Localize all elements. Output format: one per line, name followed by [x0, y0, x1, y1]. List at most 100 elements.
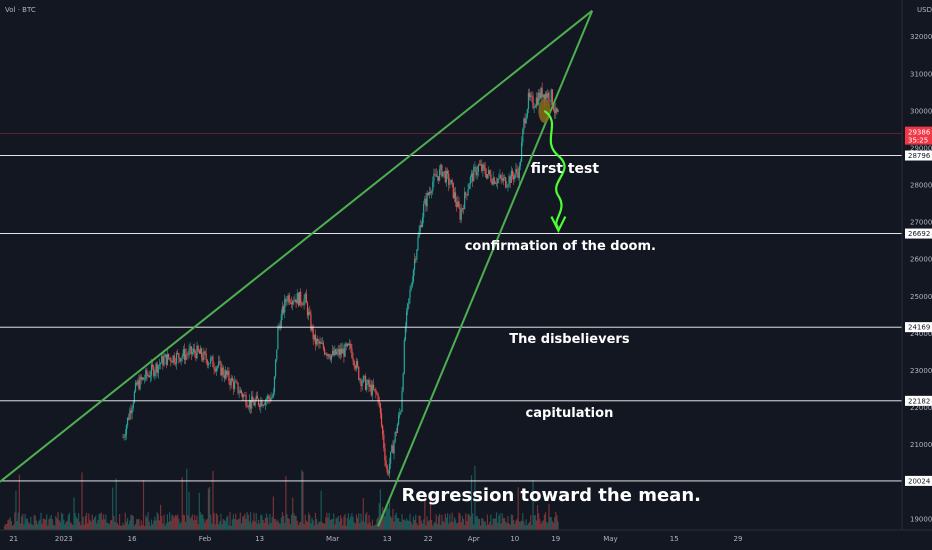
- candle-body: [454, 192, 457, 202]
- volume-bar: [14, 512, 16, 530]
- volume-bar: [371, 519, 374, 530]
- volume-bar: [278, 522, 280, 530]
- candle-body: [133, 391, 135, 403]
- volume-bar: [443, 522, 445, 530]
- candle-body: [448, 173, 450, 185]
- volume-bar: [434, 521, 436, 530]
- candle-body: [493, 177, 495, 184]
- volume-bar: [131, 515, 133, 530]
- volume-bar: [347, 513, 350, 530]
- candle-body: [247, 406, 249, 408]
- volume-bar: [254, 521, 256, 530]
- volume-bar: [448, 523, 450, 530]
- volume-bar: [219, 521, 221, 530]
- volume-bar: [366, 512, 368, 530]
- volume-bar: [122, 522, 124, 530]
- volume-bar: [368, 515, 370, 530]
- volume-bar: [211, 523, 213, 530]
- candle-body: [310, 313, 312, 331]
- candle-body: [497, 178, 499, 184]
- volume-bar: [180, 522, 182, 530]
- volume-bar: [239, 512, 241, 530]
- volume-bar: [5, 523, 7, 530]
- candle-body: [371, 384, 374, 396]
- volume-bar: [17, 512, 19, 530]
- volume-bar: [264, 517, 266, 530]
- candle-body: [487, 170, 490, 175]
- volume-bar: [26, 518, 28, 530]
- candle-body: [500, 175, 502, 178]
- candle-body: [157, 365, 159, 373]
- x-tick-label: Mar: [326, 535, 339, 543]
- y-tick-label: 28000: [910, 182, 932, 190]
- candle-body: [527, 92, 530, 110]
- candle-body: [517, 172, 519, 178]
- candle-body: [236, 381, 238, 383]
- volume-bar: [210, 514, 212, 530]
- volume-bar: [267, 517, 269, 530]
- candle-body: [466, 194, 468, 196]
- volume-bar: [354, 523, 356, 530]
- candle-body: [142, 377, 145, 380]
- candle-body: [170, 358, 172, 362]
- volume-bar: [188, 491, 190, 530]
- volume-bar: [247, 514, 249, 530]
- candle-body: [231, 377, 233, 382]
- volume-bar: [423, 519, 425, 530]
- candle-body: [501, 177, 503, 181]
- candle-body: [467, 189, 469, 196]
- candle-body: [539, 92, 541, 99]
- volume-bar: [334, 524, 336, 530]
- volume-bar: [375, 524, 377, 530]
- level-badge: [905, 322, 932, 333]
- volume-bar: [157, 514, 159, 530]
- volume-bar: [302, 471, 304, 530]
- volume-bar: [327, 517, 329, 530]
- candle-body: [374, 389, 376, 390]
- candle-body: [433, 173, 435, 182]
- candle-body: [533, 107, 535, 109]
- candle-body: [344, 343, 346, 357]
- candle-body: [409, 290, 411, 299]
- candle-body: [366, 383, 368, 390]
- candle-body: [415, 259, 417, 260]
- volume-bar: [260, 514, 262, 530]
- volume-bar: [453, 517, 456, 530]
- volume-bar: [484, 521, 486, 530]
- volume-bar: [195, 519, 197, 530]
- volume-bar: [362, 498, 364, 530]
- candle-body: [144, 379, 146, 380]
- candle-body: [131, 407, 133, 414]
- candle-body: [489, 170, 491, 175]
- candle-body: [405, 310, 408, 327]
- volume-bar: [64, 524, 66, 530]
- volume-bar: [339, 515, 342, 530]
- candle-body: [128, 417, 130, 420]
- volume-bar: [503, 518, 506, 530]
- candle-body: [515, 169, 517, 175]
- volume-bar: [335, 518, 337, 530]
- candle-body: [434, 173, 436, 175]
- volume-bar: [357, 517, 359, 530]
- volume-bar: [49, 517, 51, 530]
- volume-bar: [402, 519, 404, 530]
- candle-body: [256, 395, 258, 400]
- volume-bar: [328, 512, 330, 530]
- y-tick-label: 23000: [910, 367, 932, 375]
- volume-bar: [525, 519, 527, 530]
- volume-bar: [435, 514, 437, 530]
- volume-bar: [147, 512, 149, 530]
- volume-bar: [42, 518, 44, 530]
- volume-bar: [229, 512, 231, 530]
- volume-bar: [73, 497, 75, 530]
- candle-body: [318, 340, 320, 344]
- volume-bar: [166, 514, 169, 530]
- volume-bar: [413, 519, 416, 530]
- volume-bar: [155, 520, 157, 530]
- candle-body: [320, 341, 322, 344]
- candle-body: [354, 366, 356, 369]
- candle-body: [369, 384, 371, 388]
- volume-bar: [16, 520, 18, 530]
- volume-bar: [457, 522, 459, 530]
